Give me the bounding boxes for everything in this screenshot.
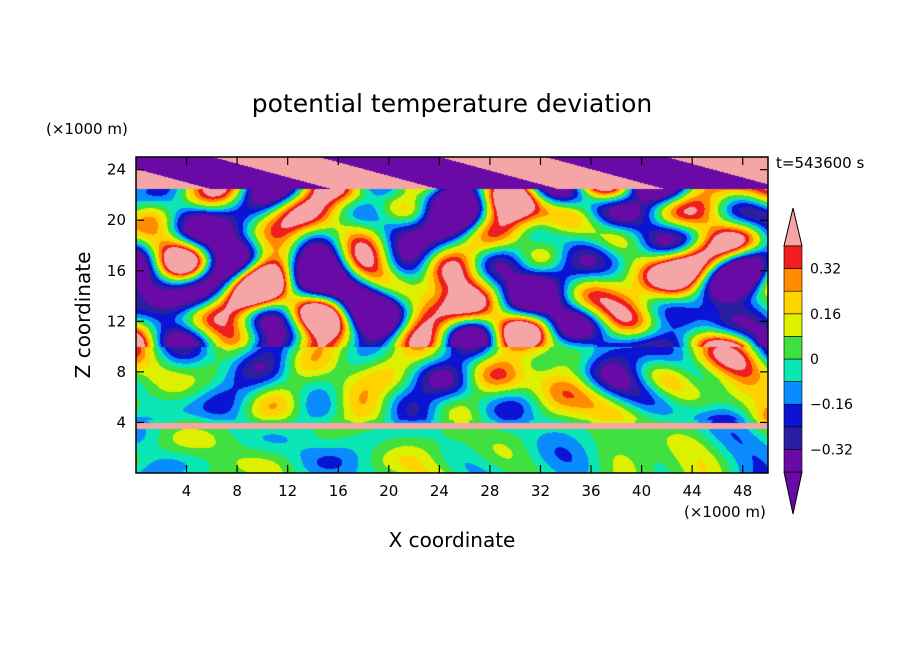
plot-frame — [135, 156, 769, 474]
colorbar-swatch — [783, 426, 803, 450]
colorbar-label: 0 — [810, 352, 819, 368]
x-tick-label: 20 — [379, 482, 398, 500]
x-tick-label: 44 — [683, 482, 702, 500]
x-tick-label: 16 — [329, 482, 348, 500]
chart-title: potential temperature deviation — [252, 89, 652, 118]
colorbar-swatch — [783, 336, 803, 360]
x-tick-label: 48 — [733, 482, 752, 500]
colorbar-swatch — [783, 313, 803, 337]
colorbar-swatch — [783, 381, 803, 405]
colorbar-swatch — [783, 268, 803, 292]
colorbar-under-triangle — [783, 471, 803, 515]
time-label: t=543600 s — [776, 154, 864, 172]
colorbar-label: −0.16 — [810, 397, 853, 413]
colorbar-label: 0.32 — [810, 262, 841, 278]
x-tick-label: 24 — [430, 482, 449, 500]
colorbar-swatch — [783, 449, 803, 473]
x-tick-label: 8 — [232, 482, 242, 500]
x-tick-label: 28 — [480, 482, 499, 500]
contour-field — [136, 157, 768, 473]
y-unit-label: (×1000 m) — [46, 120, 128, 138]
y-tick-label: 20 — [107, 211, 126, 229]
colorbar-over-triangle — [783, 207, 803, 247]
colorbar-swatch — [783, 290, 803, 315]
colorbar-swatch — [783, 358, 803, 382]
colorbar: 0.32 0.16 0 −0.16 −0.32 — [783, 207, 853, 515]
y-axis: 4 8 12 16 20 24 — [107, 161, 768, 431]
x-axis-title: X coordinate — [389, 528, 516, 552]
y-axis-title: Z coordinate — [71, 252, 95, 379]
x-unit-label: (×1000 m) — [684, 503, 766, 521]
x-tick-label: 32 — [531, 482, 550, 500]
x-tick-label: 12 — [278, 482, 297, 500]
x-tick-label: 4 — [182, 482, 192, 500]
y-tick-label: 8 — [116, 363, 126, 381]
x-tick-label: 36 — [581, 482, 600, 500]
contour-image — [136, 157, 768, 473]
y-tick-label: 12 — [107, 312, 126, 330]
colorbar-label: 0.16 — [810, 307, 841, 323]
y-tick-label: 16 — [107, 262, 126, 280]
colorbar-swatch — [783, 245, 803, 269]
colorbar-label: −0.32 — [810, 442, 853, 458]
colorbar-swatch — [783, 403, 803, 428]
x-axis: 4 8 12 16 20 24 28 32 36 40 44 48 — [182, 157, 752, 500]
x-tick-label: 40 — [632, 482, 651, 500]
y-tick-label: 24 — [107, 161, 126, 179]
y-tick-label: 4 — [116, 413, 126, 431]
